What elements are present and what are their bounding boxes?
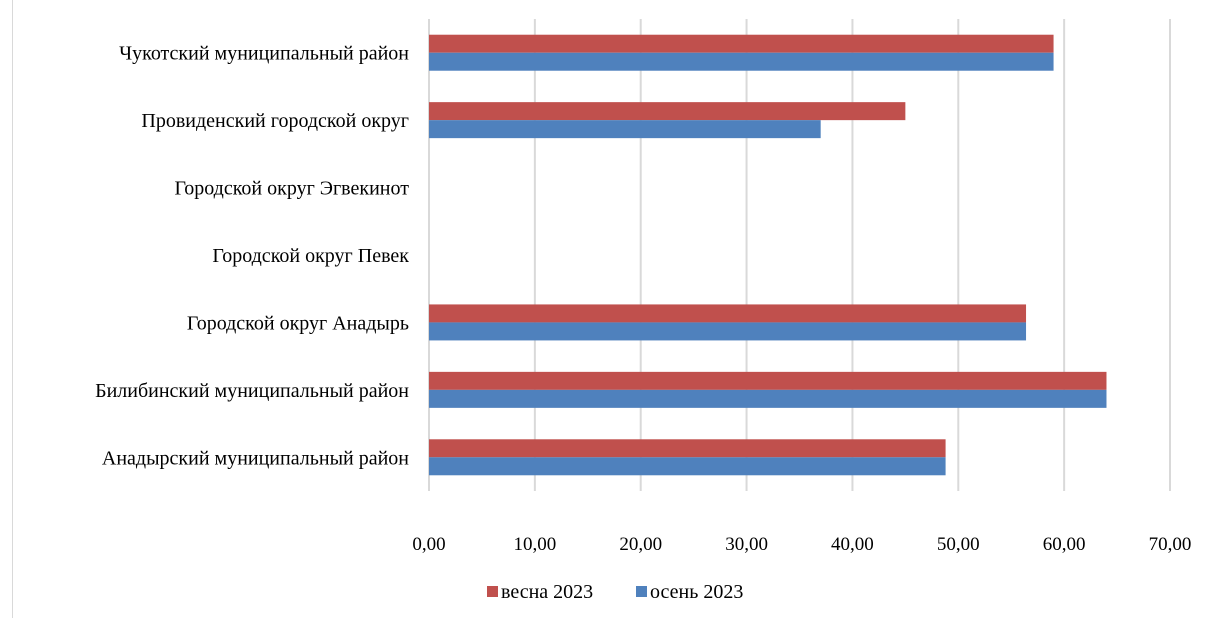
bar-autumn xyxy=(429,120,821,139)
bar-spring xyxy=(429,304,1027,323)
bar-autumn xyxy=(429,457,946,476)
x-tick-label: 10,00 xyxy=(513,534,556,555)
x-tick-label: 30,00 xyxy=(725,534,768,555)
legend-swatch xyxy=(487,586,498,597)
frame-left-border xyxy=(12,0,13,618)
bars xyxy=(429,34,1107,476)
category-label: Билибинский муниципальный район xyxy=(95,380,409,402)
bar-spring xyxy=(429,371,1107,390)
bar-autumn xyxy=(429,52,1054,71)
x-tick-labels: 0,00 10,00 20,00 30,00 40,00 50,00 60,00 70,00 xyxy=(412,534,1191,555)
legend: весна 2023 осень 2023 xyxy=(487,581,743,603)
x-tick-label: 70,00 xyxy=(1149,534,1192,555)
category-labels: Чукотский муниципальный район Провиденски… xyxy=(95,43,409,470)
bar-spring xyxy=(429,102,906,121)
category-label: Городской округ Анадырь xyxy=(187,312,409,334)
bar-autumn xyxy=(429,322,1027,341)
legend-label: весна 2023 xyxy=(501,581,593,603)
bar-autumn xyxy=(429,389,1107,408)
category-label: Анадырский муниципальный район xyxy=(102,447,409,469)
x-tick-label: 40,00 xyxy=(831,534,874,555)
category-label: Городской округ Эгвекинот xyxy=(174,178,409,200)
legend-label: осень 2023 xyxy=(650,581,743,603)
category-label: Провиденский городской округ xyxy=(141,110,409,132)
bar-spring xyxy=(429,34,1054,53)
x-tick-label: 20,00 xyxy=(619,534,662,555)
bar-spring xyxy=(429,439,946,458)
category-label: Чукотский муниципальный район xyxy=(119,43,409,65)
gridlines xyxy=(428,19,1171,491)
x-tick-label: 0,00 xyxy=(412,534,445,555)
category-label: Городской округ Певек xyxy=(212,245,409,267)
x-tick-label: 60,00 xyxy=(1043,534,1086,555)
x-tick-label: 50,00 xyxy=(937,534,980,555)
legend-swatch xyxy=(636,586,647,597)
